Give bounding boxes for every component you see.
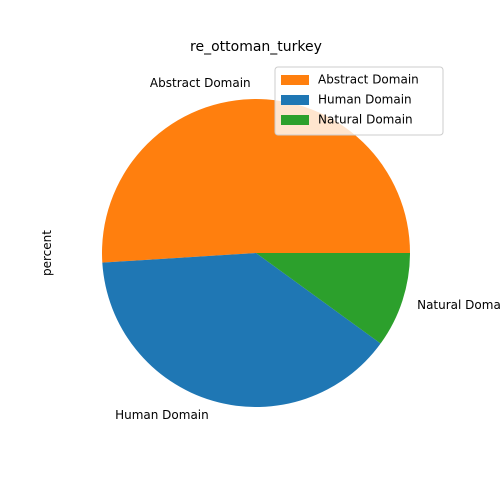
chart-title: re_ottoman_turkey <box>190 39 322 55</box>
y-axis-label: percent <box>40 230 54 276</box>
legend-swatch-human-domain <box>281 95 309 105</box>
legend-frame <box>274 66 444 136</box>
slice-label-human-domain: Human Domain <box>115 408 209 422</box>
pie-slice-human-domain <box>102 253 381 407</box>
legend-label-abstract-domain: Abstract Domain <box>318 73 419 87</box>
legend-label-natural-domain: Natural Domain <box>318 113 413 127</box>
pie-slice-natural-domain <box>256 253 410 344</box>
legend: Abstract Domain Human Domain Natural Domai… <box>274 66 444 136</box>
legend-swatch-natural-domain <box>281 115 309 125</box>
slice-labels: Abstract Domain Human Domain Natural Domai… <box>115 76 500 422</box>
legend-label-human-domain: Human Domain <box>318 93 412 107</box>
slice-label-abstract-domain: Abstract Domain <box>150 76 251 90</box>
legend-swatch-abstract-domain <box>281 75 309 85</box>
slice-label-natural-domain: Natural Domain <box>417 298 500 312</box>
pie-slices <box>101 98 410 407</box>
pie-slice-abstract-domain <box>101 98 410 263</box>
